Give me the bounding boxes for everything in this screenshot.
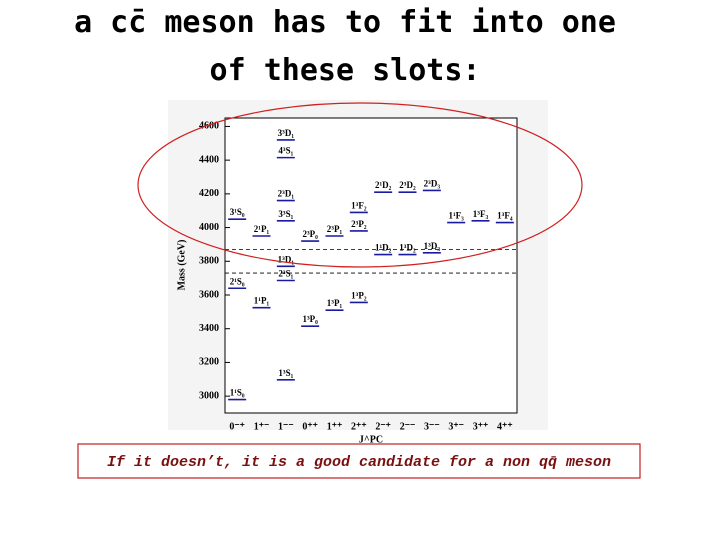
x-axis-label: J^PC [359,434,383,445]
level-label: 1³F₄ [497,211,513,221]
x-tick-label: 2⁻⁻ [400,421,416,432]
level-label: 1³F₃ [473,209,489,219]
level-label: 2³D₃ [424,178,441,188]
x-tick-label: 3⁻⁻ [424,421,440,432]
level-label: 3³D₁ [278,128,295,138]
highlight-ellipse [137,102,583,268]
title-line: a cc̄ meson has to fit into one [74,5,616,40]
plot: 3000 3200 3400 3600 3800 4000 4200 4400 4600 0⁻⁺ 1… [199,121,517,432]
footer-text: If it doesn’t, it is a good candidate fo… [107,454,611,471]
y-tick-label: 4600 [199,121,219,132]
y-tick-label: 3400 [199,323,219,334]
level-label: 2¹D₂ [375,180,392,190]
level-label: 1³P₁ [327,298,343,308]
level-label: 1³D₁ [278,254,295,264]
x-tick-label: 2⁻⁺ [375,421,391,432]
level-label: 1³P₀ [302,314,318,324]
level-label: 2³P₂ [351,219,367,229]
x-tick-label: 1⁺⁻ [254,421,270,432]
level-label: 1¹S₀ [230,388,245,398]
x-tick-label: 3⁺⁺ [473,421,489,432]
x-tick-label: 0⁺⁺ [302,421,318,432]
level-label: 1¹D₂ [375,243,392,253]
x-tick-label: 4⁺⁺ [497,421,513,432]
level-label: 3¹S₀ [230,207,245,217]
level-label: 2³P₁ [327,224,343,234]
level-label: 2¹S₀ [230,276,245,286]
level-label: 4³S₁ [278,146,293,156]
x-tick-label: 1⁺⁺ [327,421,343,432]
level-label: 2³D₂ [399,180,416,190]
level-label: 2¹P₁ [254,224,270,234]
y-tick-label: 3600 [199,289,219,300]
level-label: 1³F₂ [351,200,367,210]
level-label: 2³P₀ [302,229,318,239]
y-tick-label: 3200 [199,357,219,368]
x-tick-label: 3⁺⁻ [448,421,464,432]
level-label: 2³S₁ [278,269,293,279]
level-label: 1¹P₁ [254,296,270,306]
level-label: 3³S₁ [278,209,293,219]
title-line: of these slots: [210,53,481,88]
level-label: 1³D₃ [424,241,441,251]
level-label: 1³S₁ [278,368,293,378]
plot-frame [224,117,518,414]
x-tick-label: 0⁻⁺ [229,421,245,432]
level-label: 1¹F₃ [448,211,464,221]
y-tick-label: 4000 [199,222,219,233]
level-label: 1³D₂ [399,243,416,253]
footer-box [77,443,641,479]
x-tick-label: 1⁻⁻ [278,421,294,432]
level-label: 1³P₂ [351,290,367,300]
x-tick-label: 2⁺⁺ [351,421,367,432]
y-tick-label: 3800 [199,256,219,267]
y-tick-label: 4200 [199,188,219,199]
y-tick-label: 3000 [199,390,219,401]
y-tick-label: 4400 [199,154,219,165]
level-label: 2³D₁ [278,189,295,199]
y-axis-label: Mass (GeV) [176,240,187,291]
